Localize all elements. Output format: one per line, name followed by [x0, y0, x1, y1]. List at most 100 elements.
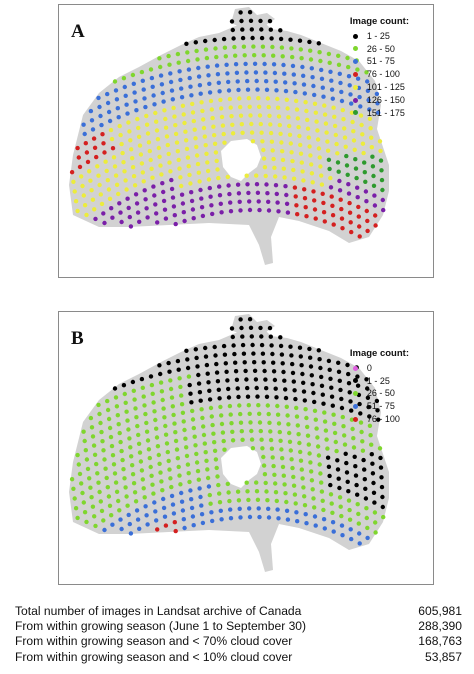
path-row-point — [370, 471, 376, 476]
path-row-point — [361, 150, 366, 156]
path-row-point — [90, 434, 96, 439]
path-row-point — [148, 67, 154, 72]
path-row-point — [168, 476, 173, 481]
path-row-point — [213, 150, 219, 155]
path-row-point — [324, 437, 329, 442]
path-row-point — [173, 221, 178, 227]
path-row-point — [318, 58, 323, 64]
path-row-point — [312, 408, 318, 413]
path-row-point — [160, 90, 165, 96]
path-row-point — [191, 425, 196, 431]
path-row-point — [277, 122, 282, 128]
path-row-point — [202, 441, 207, 446]
path-row-point — [82, 203, 88, 208]
path-row-point — [338, 387, 343, 393]
path-row-point — [104, 168, 109, 174]
path-row-point — [240, 27, 245, 32]
path-row-point — [138, 459, 144, 464]
path-row-point — [378, 158, 384, 163]
path-row-point — [134, 108, 139, 113]
path-row-point — [316, 453, 322, 458]
path-row-point — [275, 507, 280, 512]
path-row-point — [202, 134, 207, 139]
path-row-point — [266, 411, 271, 417]
path-row-point — [313, 523, 318, 528]
path-row-point — [201, 117, 206, 122]
path-row-point — [180, 103, 186, 109]
legend-swatch — [352, 404, 358, 410]
path-row-point — [356, 511, 361, 517]
path-row-point — [181, 419, 186, 424]
path-row-point — [319, 374, 324, 380]
path-row-point — [259, 27, 264, 32]
path-row-point — [376, 417, 381, 422]
path-row-point — [181, 210, 186, 215]
path-row-point — [131, 81, 136, 87]
path-row-point — [261, 156, 267, 161]
path-row-point — [144, 420, 149, 426]
path-row-point — [250, 342, 255, 348]
path-row-point — [372, 203, 378, 208]
path-row-point — [258, 121, 263, 127]
path-row-point — [249, 437, 255, 442]
path-row-point — [378, 148, 383, 154]
path-row-point — [144, 113, 149, 119]
path-row-point — [231, 36, 236, 41]
path-row-point — [235, 386, 240, 391]
path-row-point — [205, 64, 210, 69]
path-row-point — [228, 516, 234, 521]
path-row-point — [152, 102, 157, 107]
path-row-point — [238, 104, 243, 110]
path-row-point — [190, 514, 196, 519]
path-row-point — [344, 460, 349, 466]
path-row-point — [280, 361, 285, 366]
path-row-point — [178, 482, 183, 487]
path-row-point — [364, 515, 369, 521]
path-row-point — [265, 498, 270, 503]
path-row-point — [177, 376, 182, 381]
path-row-point — [250, 139, 256, 144]
path-row-point — [273, 79, 278, 84]
path-row-point — [198, 91, 203, 96]
path-row-point — [185, 365, 191, 371]
path-row-point — [102, 527, 107, 533]
path-row-point — [217, 396, 222, 401]
path-row-point — [132, 90, 137, 95]
path-row-point — [338, 80, 343, 86]
path-row-point — [281, 166, 286, 171]
path-row-point — [264, 79, 269, 84]
path-row-point — [362, 477, 367, 482]
path-row-point — [102, 150, 107, 155]
path-row-point — [168, 386, 174, 392]
path-row-point — [75, 452, 80, 458]
path-row-point — [308, 460, 313, 465]
path-row-point — [363, 486, 368, 491]
path-row-point — [177, 69, 182, 74]
path-row-point — [225, 174, 230, 180]
path-row-point — [236, 498, 242, 503]
path-row-point — [163, 216, 169, 221]
path-row-point — [147, 148, 152, 154]
path-row-point — [91, 136, 97, 141]
path-row-point — [354, 482, 359, 488]
path-row-point — [330, 203, 335, 208]
path-row-point — [155, 527, 160, 532]
path-row-point — [203, 450, 208, 455]
path-row-point — [348, 220, 353, 225]
path-row-point — [194, 48, 199, 54]
path-row-point — [311, 496, 316, 501]
path-row-point — [135, 116, 140, 122]
path-row-point — [197, 83, 203, 88]
path-row-point — [204, 55, 210, 61]
path-row-point — [274, 498, 279, 504]
path-row-point — [103, 466, 108, 471]
path-row-point — [187, 75, 192, 81]
path-row-point — [267, 113, 272, 119]
path-row-point — [300, 476, 305, 481]
path-row-point — [75, 515, 80, 521]
path-row-point — [291, 167, 296, 173]
path-row-point — [243, 61, 248, 67]
path-row-point — [142, 96, 147, 101]
path-row-point — [254, 489, 260, 494]
path-row-point — [273, 490, 279, 495]
